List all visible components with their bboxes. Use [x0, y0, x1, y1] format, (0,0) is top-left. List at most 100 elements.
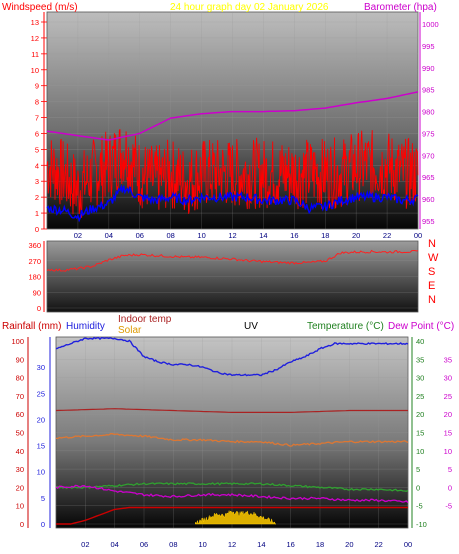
- rain-y-tick: 70: [16, 392, 24, 401]
- temp-y-tick: 40: [416, 337, 424, 346]
- temp-y-tick: 0: [416, 483, 420, 492]
- humidity-y-tick: 25: [37, 389, 45, 398]
- temp-y-tick: 15: [416, 429, 424, 438]
- temp-x-tick: 12: [228, 540, 236, 549]
- direction-compass-label: N: [428, 294, 436, 306]
- temp-x-tick: 20: [345, 540, 353, 549]
- direction-y-tick: 90: [33, 288, 41, 297]
- solar-area: [195, 509, 276, 525]
- wind-x-tick: 16: [290, 231, 298, 240]
- temp-y-tick: 35: [416, 355, 424, 364]
- wind-x-tick: 04: [105, 231, 113, 240]
- wind-y-tick: 11: [31, 50, 39, 59]
- dewpoint-y-tick: 0: [448, 483, 452, 492]
- wind-x-tick: 06: [136, 231, 144, 240]
- temp-y-tick: 10: [416, 447, 424, 456]
- indoor-temp-line: [55, 408, 408, 413]
- temp-x-tick: 22: [374, 540, 382, 549]
- indoor-temp-label: Indoor temp: [118, 314, 172, 325]
- temperature-label: Temperature (°C): [307, 321, 384, 332]
- temp-y-tick: 20: [416, 410, 424, 419]
- temp-y-tick: -5: [416, 502, 423, 511]
- barometer-line: [46, 91, 419, 141]
- direction-y-tick: 270: [28, 257, 41, 266]
- temp-x-tick: 04: [110, 540, 118, 549]
- wind-y-tick: 1: [35, 209, 39, 218]
- wind-y-tick: 2: [35, 193, 39, 202]
- humidity-y-tick: 0: [41, 520, 45, 529]
- barometer-y-tick: 970: [422, 151, 435, 160]
- dewpoint-y-tick: 15: [444, 429, 452, 438]
- temp-x-tick: 10: [198, 540, 206, 549]
- temp-y-tick: 25: [416, 392, 424, 401]
- barometer-y-tick: 1000: [422, 20, 439, 29]
- rainfall-line: [56, 506, 408, 525]
- rain-y-tick: 80: [16, 374, 24, 383]
- rain-y-tick: 90: [16, 355, 24, 364]
- windspeed-label: Windspeed (m/s): [2, 2, 78, 13]
- solar-label: Solar: [118, 325, 142, 336]
- dewpoint-y-tick: -5: [445, 502, 452, 511]
- wind-y-tick: 12: [31, 34, 39, 43]
- wind-y-tick: 7: [35, 114, 39, 123]
- wind-y-tick: 3: [35, 177, 39, 186]
- temp-y-tick: -10: [416, 520, 427, 529]
- wind-x-tick: 20: [352, 231, 360, 240]
- humidity-label: Humidity: [66, 321, 105, 332]
- dewpoint-y-tick: 20: [444, 410, 452, 419]
- direction-y-tick: 0: [37, 304, 41, 313]
- rain-y-tick: 60: [16, 410, 24, 419]
- uv-label: UV: [244, 321, 258, 332]
- windspeed-line: [46, 129, 419, 218]
- barometer-label: Barometer (hpa): [364, 2, 437, 13]
- barometer-y-tick: 975: [422, 129, 435, 138]
- wind-x-tick: 12: [228, 231, 236, 240]
- direction-compass-label: S: [428, 266, 435, 278]
- humidity-y-tick: 20: [37, 415, 45, 424]
- humidity-y-tick: 15: [37, 442, 45, 451]
- temp-x-tick: 02: [81, 540, 89, 549]
- temp-x-tick: 08: [169, 540, 177, 549]
- barometer-y-tick: 990: [422, 64, 435, 73]
- wind-y-tick: 9: [35, 82, 39, 91]
- direction-compass-label: E: [428, 280, 435, 292]
- rain-y-tick: 100: [11, 337, 24, 346]
- rain-y-tick: 10: [16, 502, 24, 511]
- dewpoint-y-tick: 25: [444, 392, 452, 401]
- rain-y-tick: 0: [20, 520, 24, 529]
- temp-x-tick: 16: [286, 540, 294, 549]
- temp-y-tick: 30: [416, 374, 424, 383]
- wind-x-tick: 00: [414, 231, 422, 240]
- dewpoint-y-tick: 35: [444, 355, 452, 364]
- temp-x-tick: 18: [316, 540, 324, 549]
- wind-x-tick: 22: [383, 231, 391, 240]
- wind-y-tick: 8: [35, 98, 39, 107]
- wind-y-tick: 5: [35, 145, 39, 154]
- dewpoint-label: Dew Point (°C): [388, 321, 454, 332]
- barometer-y-tick: 960: [422, 195, 435, 204]
- rain-y-tick: 50: [16, 429, 24, 438]
- rain-y-tick: 30: [16, 465, 24, 474]
- barometer-y-tick: 995: [422, 42, 435, 51]
- dewpoint-y-tick: 5: [448, 465, 452, 474]
- humidity-y-tick: 10: [37, 468, 45, 477]
- direction-y-tick: 360: [28, 241, 41, 250]
- outdoor-temp-line: [55, 433, 409, 447]
- wind-x-tick: 10: [197, 231, 205, 240]
- wind-x-tick: 08: [166, 231, 174, 240]
- temp-x-tick: 14: [257, 540, 265, 549]
- barometer-y-tick: 980: [422, 108, 435, 117]
- dewpoint-y-tick: 30: [444, 374, 452, 383]
- temp-x-tick: 00: [404, 540, 412, 549]
- rain-y-tick: 40: [16, 447, 24, 456]
- barometer-y-tick: 985: [422, 86, 435, 95]
- barometer-y-tick: 965: [422, 173, 435, 182]
- barometer-y-tick: 955: [422, 217, 435, 226]
- wind-y-tick: 13: [31, 18, 39, 27]
- rainfall-label: Rainfall (mm): [2, 321, 61, 332]
- chart-title: 24 hour graph day 02 January 2026: [170, 2, 329, 13]
- direction-compass-label: N: [428, 238, 436, 250]
- temperature-line: [56, 482, 409, 492]
- direction-y-tick: 180: [28, 273, 41, 282]
